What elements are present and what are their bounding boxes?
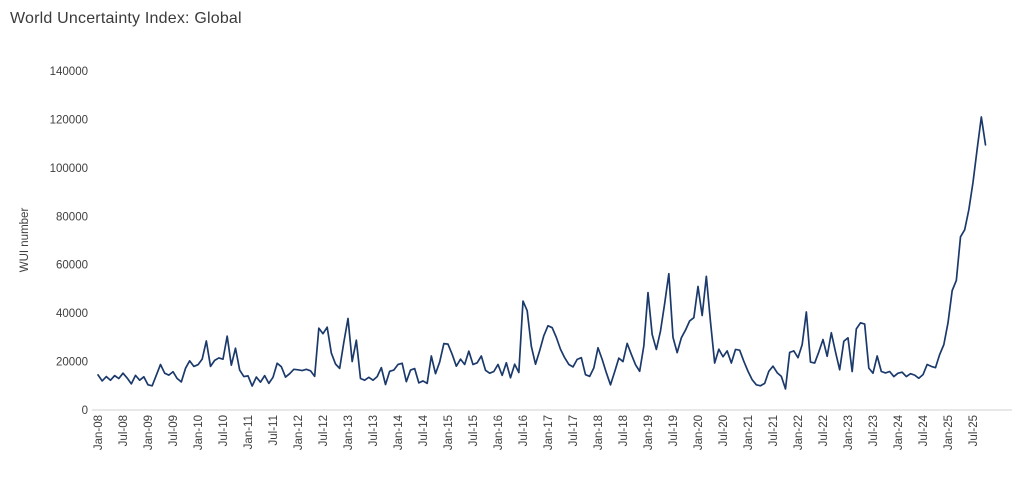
x-axis-tick-label: Jul-20 (718, 415, 730, 446)
x-axis-tick-label: Jul-14 (418, 414, 430, 446)
x-axis-tick-label: Jan-14 (393, 414, 405, 450)
x-axis-tick-label: Jan-11 (243, 415, 255, 449)
x-axis-tick-label: Jul-21 (768, 415, 780, 446)
x-axis-tick-label: Jul-16 (518, 415, 530, 446)
x-axis-tick-label: Jan-19 (643, 415, 655, 450)
y-axis-tick-label: 60000 (56, 260, 88, 272)
y-axis-tick-label: 40000 (56, 308, 88, 320)
y-axis-title: WUI number (19, 208, 31, 273)
x-axis-tick-label: Jul-13 (368, 415, 380, 446)
x-axis-tick-label: Jan-08 (93, 415, 105, 450)
x-axis-tick-label: Jul-18 (618, 415, 630, 446)
x-axis-tick-label: Jul-25 (968, 415, 980, 446)
x-axis-tick-label: Jul-19 (668, 415, 680, 446)
y-axis-tick-label: 140000 (50, 66, 88, 78)
x-axis-tick-label: Jan-22 (793, 415, 805, 450)
x-axis-tick-label: Jul-22 (818, 415, 830, 446)
x-axis-tick-label: Jan-16 (493, 415, 505, 450)
x-axis-tick-label: Jul-17 (568, 415, 580, 446)
data-series-line (97, 116, 987, 390)
x-axis-tick-label: Jan-20 (693, 415, 705, 450)
x-axis-tick-label: Jul-11 (268, 415, 280, 445)
y-axis-tick-label: 100000 (50, 163, 88, 175)
x-axis-tick-label: Jan-13 (343, 415, 355, 450)
chart-title: World Uncertainty Index: Global (10, 10, 242, 27)
x-axis-tick-label: Jan-18 (593, 415, 605, 450)
x-axis-tick-label: Jan-24 (893, 414, 905, 450)
x-axis-tick-label: Jan-09 (143, 415, 155, 450)
x-axis-tick-label: Jul-08 (118, 415, 130, 446)
x-axis-tick-label: Jul-15 (468, 415, 480, 446)
x-axis-tick-label: Jan-21 (743, 415, 755, 450)
y-axis-tick-label: 20000 (56, 357, 88, 369)
x-axis-tick-label: Jan-17 (543, 415, 555, 450)
y-axis-tick-label: 120000 (50, 114, 88, 126)
x-axis-tick-label: Jan-23 (843, 415, 855, 450)
x-axis-tick-label: Jan-10 (193, 415, 205, 450)
x-axis-tick-label: Jan-12 (293, 415, 305, 450)
y-axis-tick-label: 0 (82, 405, 88, 417)
x-axis-tick-label: Jul-10 (218, 415, 230, 446)
x-axis-tick-label: Jul-23 (868, 415, 880, 446)
x-axis-tick-label: Jan-25 (943, 415, 955, 450)
x-axis-tick-label: Jul-24 (918, 414, 930, 446)
y-axis-tick-label: 80000 (56, 211, 88, 223)
x-axis-tick-label: Jul-12 (318, 415, 330, 446)
x-axis-tick-label: Jul-09 (168, 415, 180, 446)
x-axis-tick-label: Jan-15 (443, 415, 455, 450)
